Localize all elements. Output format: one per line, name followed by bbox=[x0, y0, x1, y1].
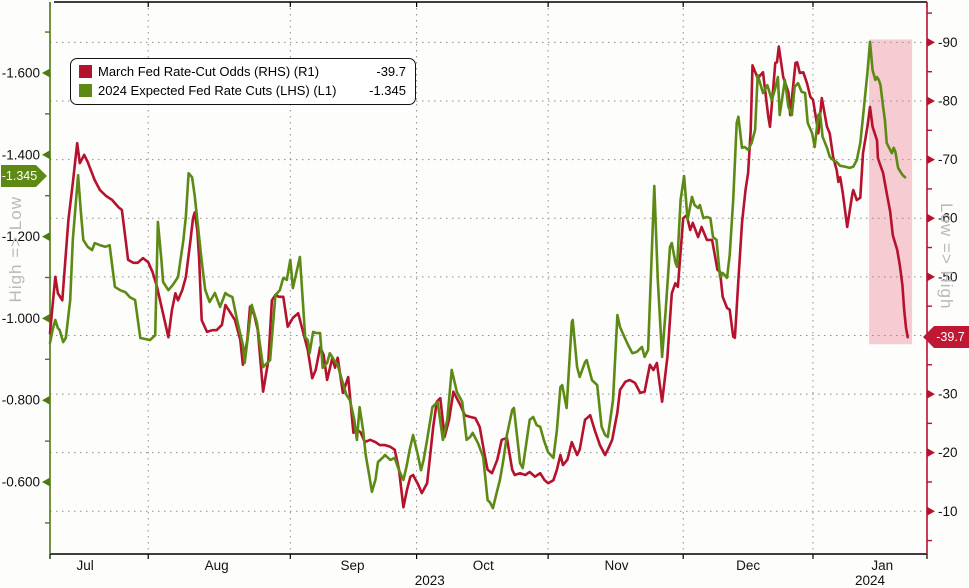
right-axis-tick-label: -10 bbox=[938, 504, 958, 519]
right-axis-tick-arrow-icon bbox=[927, 389, 935, 399]
left-axis-last-value-badge: -1.345 bbox=[1, 165, 47, 187]
legend-item-2024-cuts[interactable]: 2024 Expected Fed Rate Cuts (LHS) (L1) -… bbox=[79, 81, 406, 100]
right-axis-direction-label: Low => High bbox=[937, 203, 956, 310]
right-axis-tick-label: -80 bbox=[938, 94, 958, 109]
highlight-band bbox=[869, 39, 913, 345]
x-axis-month-label: Oct bbox=[473, 558, 494, 573]
left-axis-tick-arrow-icon bbox=[42, 232, 50, 242]
right-axis-tick-label: -90 bbox=[938, 35, 958, 50]
left-axis-tick-arrow-icon bbox=[42, 477, 50, 487]
x-axis-month-label: Dec bbox=[736, 558, 760, 573]
right-axis-tick-arrow-icon bbox=[927, 155, 935, 165]
right-axis-tick-label: -70 bbox=[938, 152, 958, 167]
right-axis-tick-arrow-icon bbox=[927, 96, 935, 106]
series-line-march-odds[interactable] bbox=[48, 45, 910, 509]
x-axis-year-label: 2024 bbox=[855, 573, 886, 588]
right-axis-tick-arrow-icon bbox=[927, 448, 935, 458]
chart-legend[interactable]: March Fed Rate-Cut Odds (RHS) (R1) -39.7… bbox=[70, 58, 416, 105]
legend-value: -39.7 bbox=[376, 64, 406, 79]
legend-label: March Fed Rate-Cut Odds (RHS) (R1) bbox=[98, 64, 320, 79]
x-axis-month-label: Nov bbox=[605, 558, 629, 573]
right-axis-tick-arrow-icon bbox=[927, 272, 935, 282]
x-axis-month-label: Jan bbox=[871, 558, 893, 573]
right-axis-tick-arrow-icon bbox=[927, 213, 935, 223]
right-axis-last-value-badge: -39.7 bbox=[923, 326, 969, 348]
legend-value: -1.345 bbox=[369, 83, 406, 98]
legend-label: 2024 Expected Fed Rate Cuts (LHS) (L1) bbox=[98, 83, 337, 98]
right-axis-tick-label: -20 bbox=[938, 445, 958, 460]
left-axis-tick-label: -1.000 bbox=[2, 311, 40, 326]
right-axis-tick-label: -60 bbox=[938, 211, 958, 226]
right-axis-tick-label: -50 bbox=[938, 269, 958, 284]
left-axis-tick-label: -1.600 bbox=[2, 65, 40, 80]
left-axis-tick-label: -1.400 bbox=[2, 147, 40, 162]
x-axis-year-label: 2023 bbox=[415, 573, 445, 588]
x-axis-month-label: Aug bbox=[205, 558, 229, 573]
legend-item-march-odds[interactable]: March Fed Rate-Cut Odds (RHS) (R1) -39.7 bbox=[79, 62, 406, 81]
left-axis-tick-arrow-icon bbox=[42, 313, 50, 323]
series-line-2024-cuts[interactable] bbox=[48, 40, 907, 510]
left-axis-tick-arrow-icon bbox=[42, 395, 50, 405]
red-series-swatch-icon bbox=[79, 65, 92, 78]
left-axis-direction-label: High => Low bbox=[6, 196, 25, 303]
right-axis-tick-arrow-icon bbox=[927, 506, 935, 516]
right-axis-tick-label: -30 bbox=[938, 387, 958, 402]
left-axis-tick-arrow-icon bbox=[42, 68, 50, 78]
x-axis-month-label: Sep bbox=[341, 558, 365, 573]
left-axis-tick-label: -0.600 bbox=[2, 475, 40, 490]
green-series-swatch-icon bbox=[79, 84, 92, 97]
x-axis-month-label: Jul bbox=[76, 558, 93, 573]
left-axis-tick-label: -1.200 bbox=[2, 229, 40, 244]
left-axis-tick-label: -0.800 bbox=[2, 393, 40, 408]
left-axis-tick-arrow-icon bbox=[42, 150, 50, 160]
right-axis-tick-arrow-icon bbox=[927, 37, 935, 47]
